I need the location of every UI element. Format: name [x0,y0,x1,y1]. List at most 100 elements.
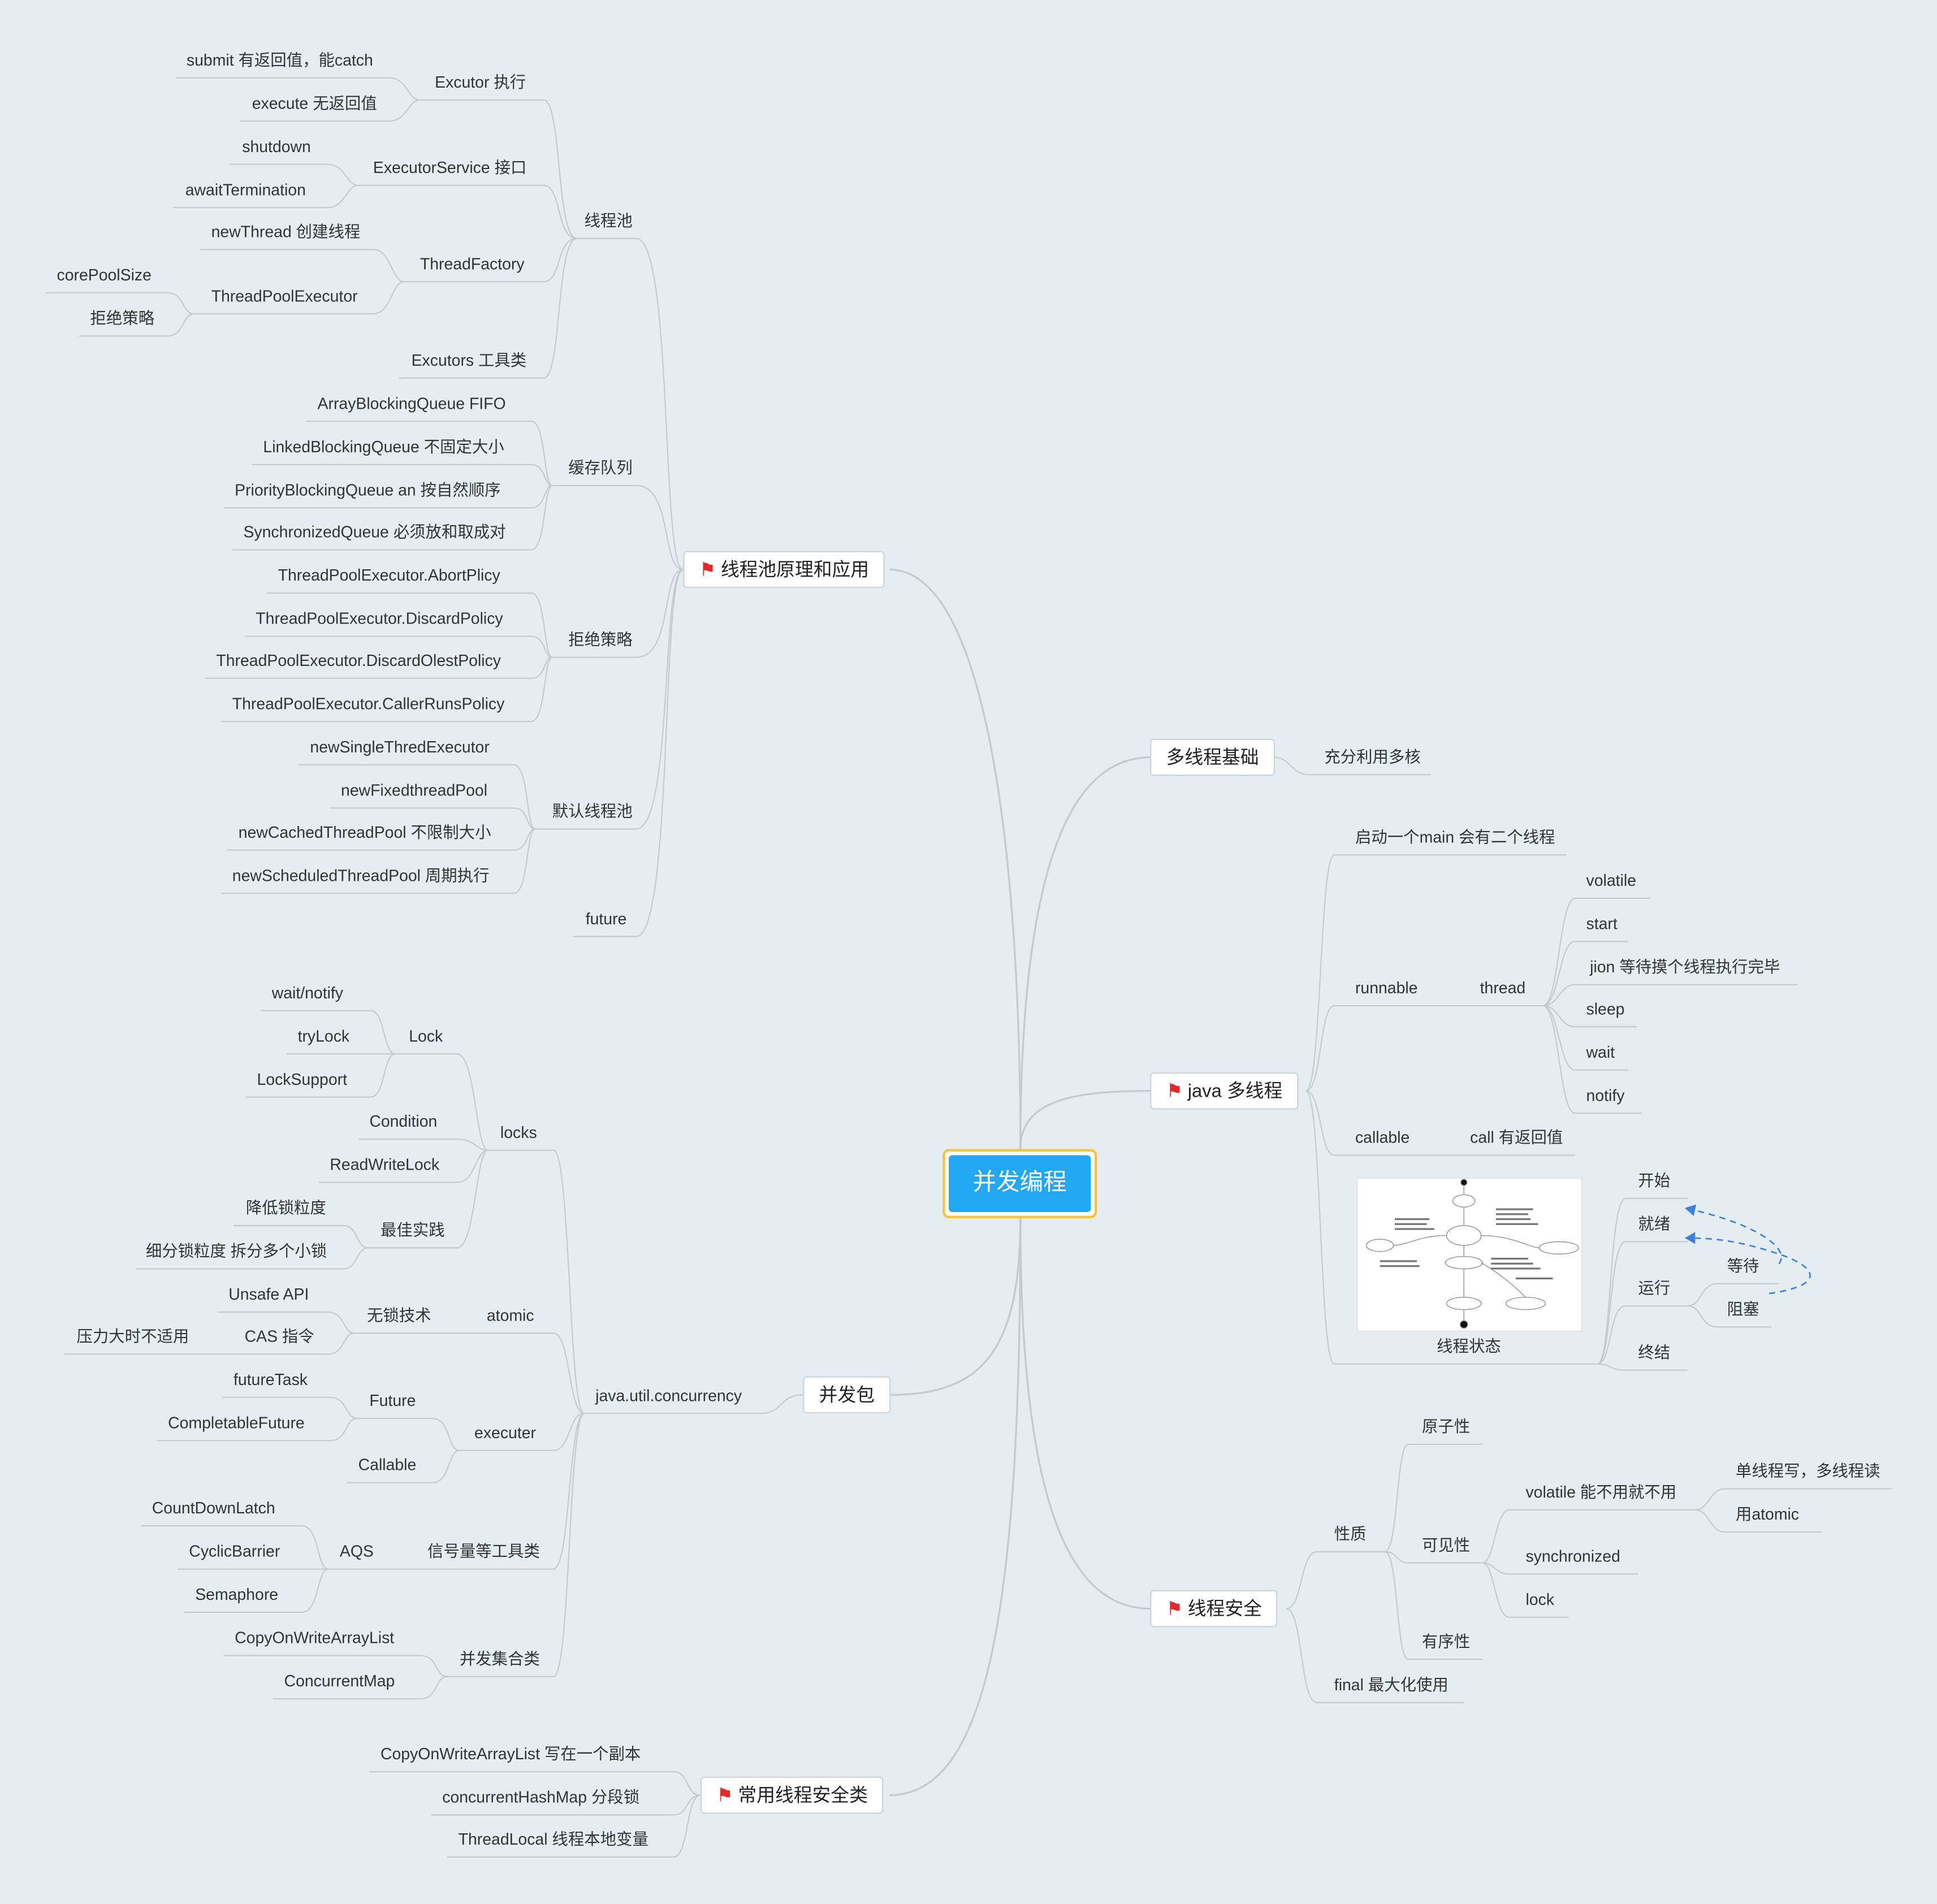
node-countdownlatch[interactable]: CountDownLatch [152,1499,275,1517]
node-final[interactable]: final 最大化使用 [1334,1675,1449,1694]
node-cyclicbarrier[interactable]: CyclicBarrier [189,1542,280,1561]
node-default-item[interactable]: newSingleThredExecutor [310,737,490,756]
node-reject-item[interactable]: ThreadPoolExecutor.AbortPlicy [278,565,500,585]
node-condition[interactable]: Condition [369,1111,438,1131]
node-state-item[interactable]: 运行 [1638,1278,1671,1297]
node-state-item[interactable]: 开始 [1638,1171,1671,1190]
node-concurrent-collections[interactable]: 并发集合类 [459,1649,540,1668]
node-wait-notify[interactable]: wait/notify [271,983,344,1002]
node-thread-item[interactable]: jion 等待摸个线程执行完毕 [1590,957,1780,976]
node-future[interactable]: future [585,909,627,928]
node-runnable[interactable]: runnable [1355,978,1418,997]
node-queue-item[interactable]: ArrayBlockingQueue FIFO [317,394,506,413]
node-future-cc[interactable]: Future [369,1391,416,1410]
node-thread-factory[interactable]: ThreadFactory [420,254,525,273]
node-reject-item[interactable]: ThreadPoolExecutor.DiscardPolicy [256,609,503,628]
node-state-item[interactable]: 终结 [1638,1343,1671,1362]
node-thread-item[interactable]: notify [1586,1086,1625,1105]
node-await-termination[interactable]: awaitTermination [185,180,306,199]
node-futuretask[interactable]: futureTask [233,1370,308,1389]
node-thread-item[interactable]: start [1586,914,1618,933]
node-visibility[interactable]: 可见性 [1421,1535,1471,1555]
node-lock-free[interactable]: 无锁技术 [366,1306,431,1325]
node-state-wait[interactable]: 等待 [1727,1256,1759,1275]
node-default-item[interactable]: newCachedThreadPool 不限制大小 [238,823,491,842]
node-queue-item[interactable]: SynchronizedQueue 必须放和取成对 [243,522,506,542]
node-sync-tools[interactable]: 信号量等工具类 [427,1542,540,1561]
node-state-item[interactable]: 就绪 [1638,1214,1671,1234]
node-lock[interactable]: Lock [409,1027,443,1045]
node-excutor[interactable]: Excutor 执行 [435,72,526,92]
node-cache-queue[interactable]: 缓存队列 [568,458,633,477]
node-thread-state[interactable]: 线程状态 [1437,1336,1501,1356]
branch-thread-safety-label: 线程安全 [1187,1599,1262,1620]
node-collection-item[interactable]: ConcurrentMap [284,1671,395,1690]
node-default-pools[interactable]: 默认线程池 [552,802,633,821]
node-thread-item[interactable]: volatile [1586,871,1636,890]
node-callable-cc[interactable]: Callable [358,1455,417,1474]
node-core-pool-size[interactable]: corePoolSize [57,265,152,284]
node-queue-item[interactable]: PriorityBlockingQueue an 按自然顺序 [235,481,501,499]
node-aqs[interactable]: AQS [339,1542,374,1561]
node-best-item[interactable]: 细分锁粒度 拆分多个小锁 [145,1241,327,1261]
node-volatile-item[interactable]: 单线程写，多线程读 [1735,1461,1880,1481]
node-locksupport[interactable]: LockSupport [257,1070,347,1089]
node-thread-item[interactable]: sleep [1586,999,1625,1018]
node-readwritelock[interactable]: ReadWriteLock [330,1155,440,1174]
node-best-practice[interactable]: 最佳实践 [380,1221,445,1240]
branch-java-mt-label: java 多线程 [1187,1081,1283,1102]
node-new-thread[interactable]: newThread 创建线程 [211,222,361,241]
node-threadpool[interactable]: 线程池 [584,211,633,230]
node-lock-visibility[interactable]: lock [1525,1590,1555,1609]
node-thread-item[interactable]: wait [1586,1042,1615,1062]
node-safe-class[interactable]: CopyOnWriteArrayList 写在一个副本 [380,1744,641,1763]
node-default-item[interactable]: newFixedthreadPool [341,781,488,800]
branch-thread-safety[interactable]: ⚑ 线程安全 [1150,1590,1278,1628]
node-default-item[interactable]: newScheduledThreadPool 周期执行 [232,866,490,885]
node-reject-policy-small[interactable]: 拒绝策略 [90,309,155,328]
node-submit[interactable]: submit 有返回值，能catch [186,50,373,70]
node-atomic[interactable]: atomic [486,1306,534,1325]
node-semaphore[interactable]: Semaphore [195,1585,279,1604]
node-thread[interactable]: thread [1480,978,1526,997]
branch-java-mt[interactable]: ⚑ java 多线程 [1150,1072,1299,1110]
node-excutors-tools[interactable]: Excutors 工具类 [411,350,527,370]
node-state-blocked[interactable]: 阻塞 [1727,1300,1759,1318]
red-flag-icon: ⚑ [699,560,716,581]
node-atomicity[interactable]: 原子性 [1421,1417,1471,1436]
node-multicore[interactable]: 充分利用多核 [1324,747,1421,767]
node-executer[interactable]: executer [474,1423,537,1442]
node-callable[interactable]: callable [1355,1128,1410,1147]
node-safe-class[interactable]: ThreadLocal 线程本地变量 [458,1829,648,1849]
node-volatile[interactable]: volatile 能不用就不用 [1525,1482,1677,1501]
branch-mt-basics[interactable]: 多线程基础 [1150,738,1275,776]
node-thread-pool-executor[interactable]: ThreadPoolExecutor [211,287,358,305]
node-unsafe-api[interactable]: Unsafe API [228,1284,309,1304]
node-juc[interactable]: java.util.concurrency [595,1386,742,1405]
node-ordering[interactable]: 有序性 [1421,1632,1471,1651]
node-collection-item[interactable]: CopyOnWriteArrayList [235,1628,395,1647]
node-shutdown[interactable]: shutdown [242,137,311,156]
node-volatile-item[interactable]: 用atomic [1735,1504,1800,1524]
node-cas-note[interactable]: 压力大时不适用 [76,1327,189,1346]
branch-safe-classes[interactable]: ⚑ 常用线程安全类 [700,1776,884,1814]
branch-thread-pool[interactable]: ⚑ 线程池原理和应用 [683,551,885,588]
node-reject-policy[interactable]: 拒绝策略 [568,630,633,649]
node-queue-item[interactable]: LinkedBlockingQueue 不固定大小 [263,437,504,456]
node-reject-item[interactable]: ThreadPoolExecutor.DiscardOlestPolicy [216,651,501,670]
branch-concurrent-package[interactable]: 并发包 [803,1376,891,1414]
root-node[interactable]: 并发编程 [942,1149,1097,1218]
node-cas[interactable]: CAS 指令 [244,1327,314,1346]
node-safe-class[interactable]: concurrentHashMap 分段锁 [442,1788,640,1807]
node-completablefuture[interactable]: CompletableFuture [168,1413,305,1432]
node-locks[interactable]: locks [500,1123,537,1142]
node-main-threads[interactable]: 启动一个main 会有二个线程 [1355,828,1555,847]
node-execute[interactable]: execute 无返回值 [252,94,377,112]
node-trylock[interactable]: tryLock [297,1027,350,1045]
node-call[interactable]: call 有返回值 [1470,1128,1563,1147]
node-executor-service[interactable]: ExecutorService 接口 [373,158,527,177]
node-nature[interactable]: 性质 [1334,1524,1367,1543]
node-synchronized[interactable]: synchronized [1525,1547,1620,1566]
node-best-item[interactable]: 降低锁粒度 [245,1198,326,1217]
node-reject-item[interactable]: ThreadPoolExecutor.CallerRunsPolicy [232,694,505,713]
